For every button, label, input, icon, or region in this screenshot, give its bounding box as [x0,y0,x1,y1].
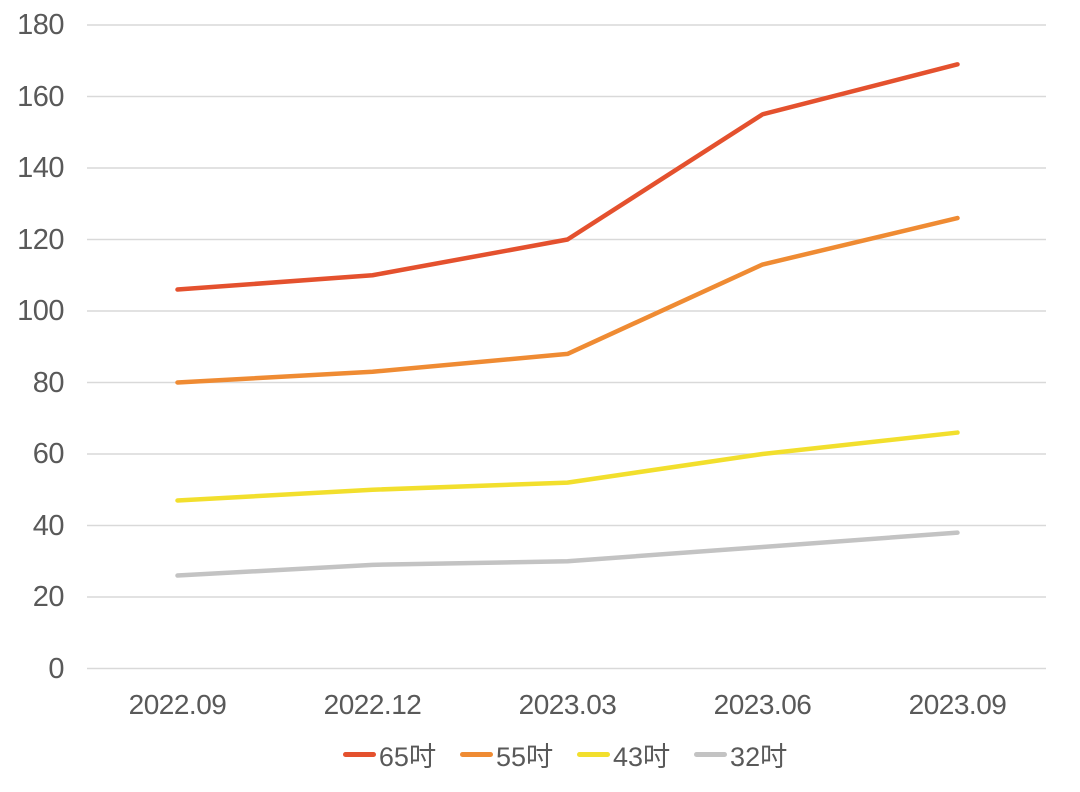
y-tick-label: 20 [32,581,65,613]
y-tick-label: 160 [17,80,64,113]
y-tick-label: 100 [17,295,64,327]
x-tick-label: 2023.06 [713,689,812,720]
legend-item-1: 55吋 [459,735,553,774]
legend-item-3: 32吋 [694,735,787,774]
series-line-3 [175,530,960,578]
y-tick-label: 60 [32,438,65,470]
legend-dash-icon [342,751,376,757]
legend: 65吋 55吋 43吋 32吋 [60,734,1070,774]
legend-label: 32吋 [730,741,788,772]
x-tick-label: 2022.12 [323,689,422,720]
legend-item-0: 65吋 [342,735,436,774]
legend-dash-icon [459,751,493,757]
series-line-2 [175,430,960,503]
x-tick-label: 2023.03 [518,689,617,720]
y-tick-label: 140 [17,152,64,184]
series-line-0 [175,62,960,292]
legend-label: 65吋 [378,741,436,772]
legend-dash-icon [694,751,728,757]
series-line-1 [175,215,960,385]
y-tick-label: 80 [32,366,65,399]
y-tick-label: 120 [17,223,64,256]
y-tick-label: 180 [17,9,64,41]
legend-dash-icon [577,751,610,757]
legend-item-2: 43吋 [577,735,670,774]
y-tick-label: 40 [32,509,65,542]
legend-label: 55吋 [495,741,553,772]
x-tick-label: 2022.09 [128,689,227,720]
x-tick-label: 2023.09 [908,689,1007,720]
y-tick-label: 0 [48,652,64,685]
legend-label: 43吋 [613,741,671,772]
